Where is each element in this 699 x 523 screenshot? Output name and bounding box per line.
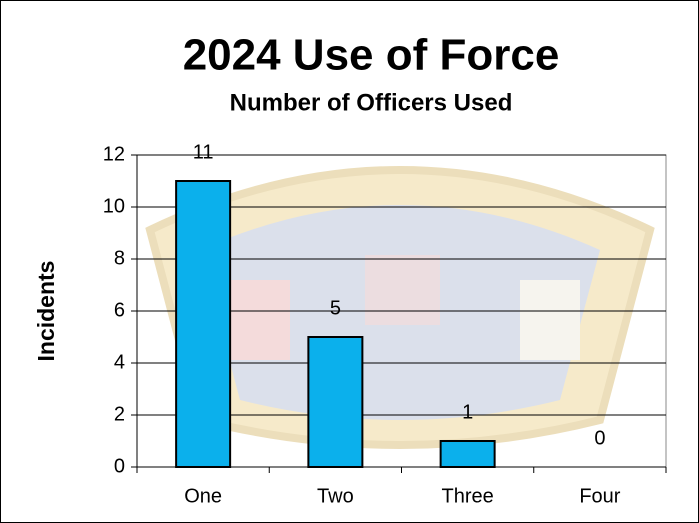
bar <box>439 440 496 468</box>
y-tick-label: 0 <box>114 455 125 477</box>
data-label: 1 <box>462 401 473 423</box>
chart-subtitle: Number of Officers Used <box>230 89 513 116</box>
data-label: 11 <box>193 141 214 163</box>
y-tick-label: 8 <box>114 247 125 269</box>
y-tick-label: 10 <box>103 195 125 217</box>
y-tick-label: 12 <box>103 143 125 165</box>
data-label: 5 <box>330 297 341 319</box>
y-axis-label: Incidents <box>33 261 59 362</box>
x-tick-label: Three <box>442 485 494 507</box>
x-tick-label: Four <box>579 485 620 507</box>
bar <box>307 336 364 468</box>
x-tick-label: One <box>184 485 222 507</box>
badge-watermark <box>145 166 655 449</box>
data-label: 0 <box>594 427 605 449</box>
y-tick-label: 2 <box>114 403 125 425</box>
y-tick-label: 4 <box>114 351 125 373</box>
bar <box>175 180 232 468</box>
x-tick-label: Two <box>317 485 354 507</box>
chart-title: 2024 Use of Force <box>183 31 560 80</box>
y-tick-label: 6 <box>114 299 125 321</box>
